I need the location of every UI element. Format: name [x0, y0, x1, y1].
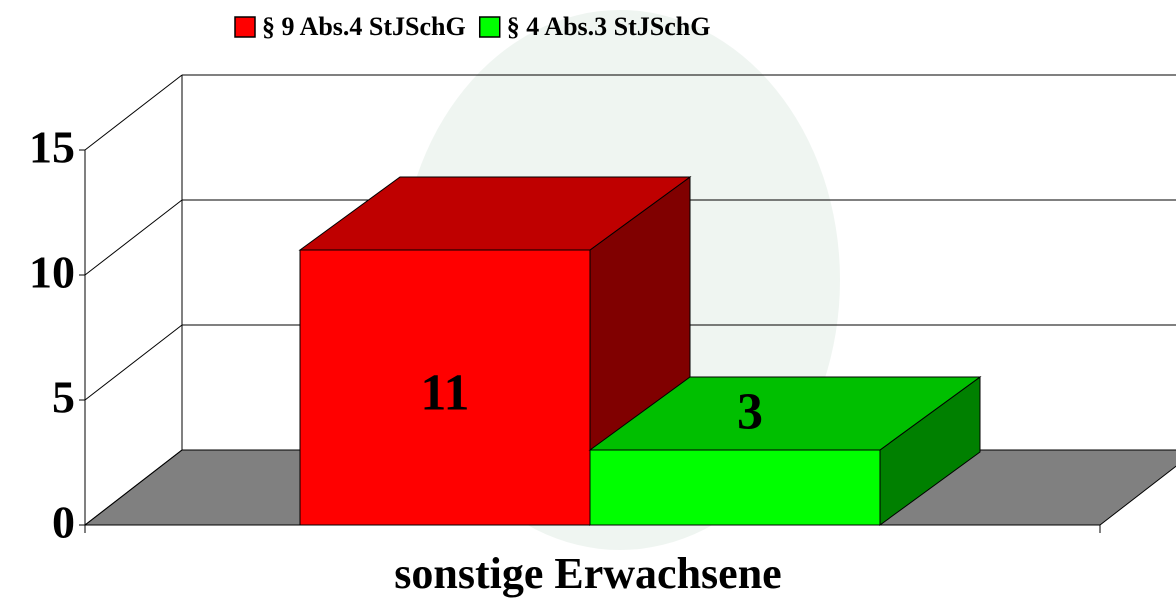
- legend-label: § 4 Abs.3 StJSchG: [507, 12, 711, 41]
- y-tick-label: 0: [52, 497, 75, 548]
- y-tick-label: 5: [52, 372, 75, 423]
- legend-swatch: [234, 16, 256, 38]
- legend-swatch: [478, 16, 501, 38]
- value-label: 11: [420, 364, 469, 421]
- legend: § 9 Abs.4 StJSchG § 4 Abs.3 StJSchG: [234, 12, 711, 41]
- grid-line: [84, 324, 183, 401]
- y-tick-label: 10: [29, 247, 75, 298]
- grid-line: [84, 449, 183, 526]
- grid-line: [84, 74, 183, 151]
- bar: [589, 449, 881, 526]
- bar: [299, 249, 591, 526]
- y-tick-label: 15: [29, 122, 75, 173]
- x-tick-label: sonstige Erwachsene: [394, 549, 781, 598]
- legend-label: § 9 Abs.4 StJSchG: [262, 12, 466, 41]
- value-label: 3: [737, 383, 763, 440]
- grid-line: [84, 199, 183, 276]
